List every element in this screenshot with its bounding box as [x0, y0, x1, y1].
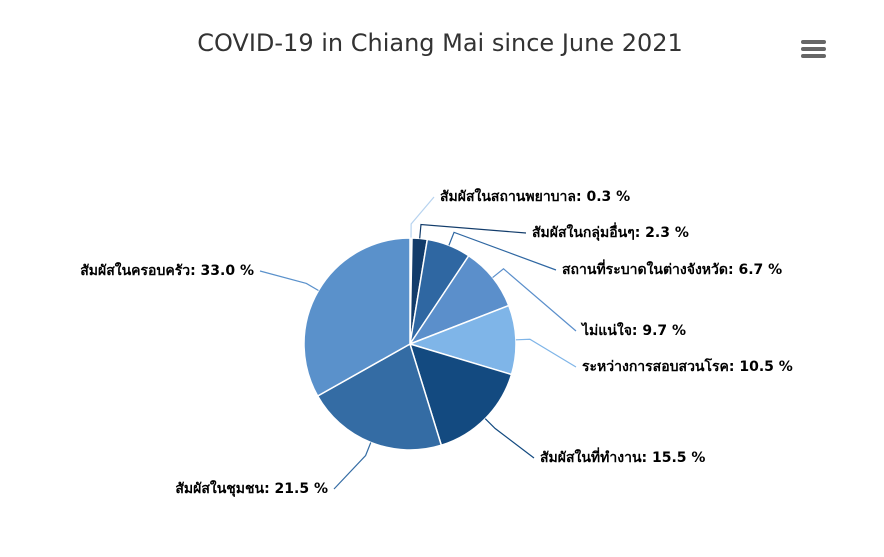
data-label: ระหว่างการสอบสวนโรค: 10.5 % — [582, 357, 793, 375]
connector — [492, 268, 577, 332]
pie-slice — [303, 237, 411, 398]
menu-bar — [801, 54, 826, 58]
data-label: สัมผัสในชุมชน: 21.5 % — [175, 479, 328, 497]
pie-slice — [408, 342, 513, 447]
data-label: สัมผัสในสถานพยาบาล: 0.3 % — [440, 187, 630, 205]
connector — [448, 231, 557, 271]
data-label: ไม่แน่ใจ: 9.7 % — [580, 321, 686, 339]
data-label: สัมผัสในที่ทำงาน: 15.5 % — [540, 447, 705, 466]
connector — [410, 196, 435, 239]
data-label: สัมผัสในครอบครัว: 33.0 % — [80, 261, 254, 279]
connector — [333, 442, 372, 490]
menu-button[interactable] — [801, 40, 826, 58]
connector — [419, 223, 527, 239]
connector — [259, 270, 319, 292]
connector — [515, 338, 577, 368]
chart-title: COVID-19 in Chiang Mai since June 2021 — [197, 29, 683, 57]
connector — [484, 418, 535, 459]
pie-slice — [407, 304, 517, 376]
pie-slice — [316, 342, 443, 451]
data-label: สัมผัสในกลุ่มอื่นๆ: 2.3 % — [532, 222, 689, 241]
data-label: สถานที่ระบาดในต่างจังหวัด: 6.7 % — [562, 259, 782, 278]
menu-bar — [801, 40, 826, 44]
menu-bar — [801, 47, 826, 51]
